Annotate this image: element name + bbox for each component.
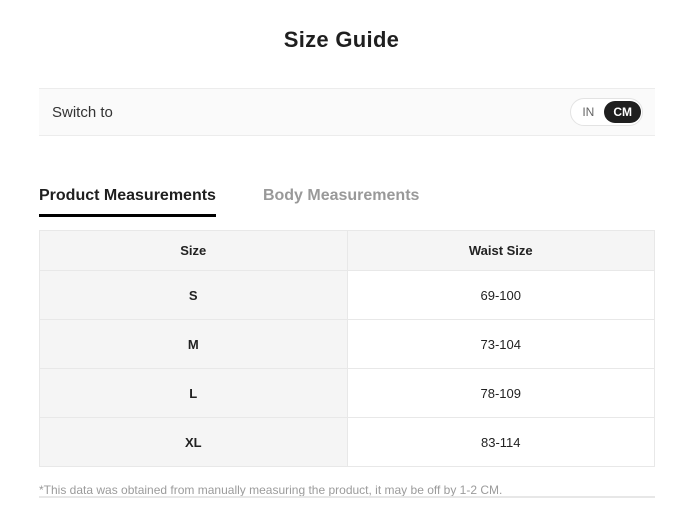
waist-cell: 83-114: [346, 417, 655, 467]
tab-product-measurements[interactable]: Product Measurements: [39, 187, 216, 217]
measurement-footnote: *This data was obtained from manually me…: [39, 483, 503, 497]
size-cell: XL: [39, 417, 348, 467]
size-cell: L: [39, 368, 348, 418]
table-row: S 69-100: [39, 270, 655, 320]
size-cell: S: [39, 270, 348, 320]
switch-to-label: Switch to: [52, 103, 113, 121]
measurement-tabs: Product Measurements Body Measurements: [39, 187, 655, 217]
size-cell: M: [39, 319, 348, 369]
unit-option-in[interactable]: IN: [582, 105, 595, 119]
bottom-divider: [39, 496, 655, 498]
table-header-row: Size Waist Size: [39, 230, 655, 271]
header-size: Size: [39, 230, 348, 271]
header-waist-size: Waist Size: [346, 230, 655, 271]
page-title: Size Guide: [283, 27, 400, 52]
unit-toggle[interactable]: IN CM: [570, 98, 643, 126]
table-row: L 78-109: [39, 368, 655, 418]
waist-cell: 73-104: [346, 319, 655, 369]
waist-cell: 69-100: [346, 270, 655, 320]
size-table: Size Waist Size S 69-100 M 73-104 L 78-1…: [39, 230, 655, 467]
tab-body-measurements[interactable]: Body Measurements: [262, 187, 420, 204]
unit-switch-row: Switch to IN CM: [39, 88, 655, 136]
waist-cell: 78-109: [346, 368, 655, 418]
table-row: M 73-104: [39, 319, 655, 369]
table-row: XL 83-114: [39, 417, 655, 467]
unit-option-cm[interactable]: CM: [604, 101, 641, 123]
